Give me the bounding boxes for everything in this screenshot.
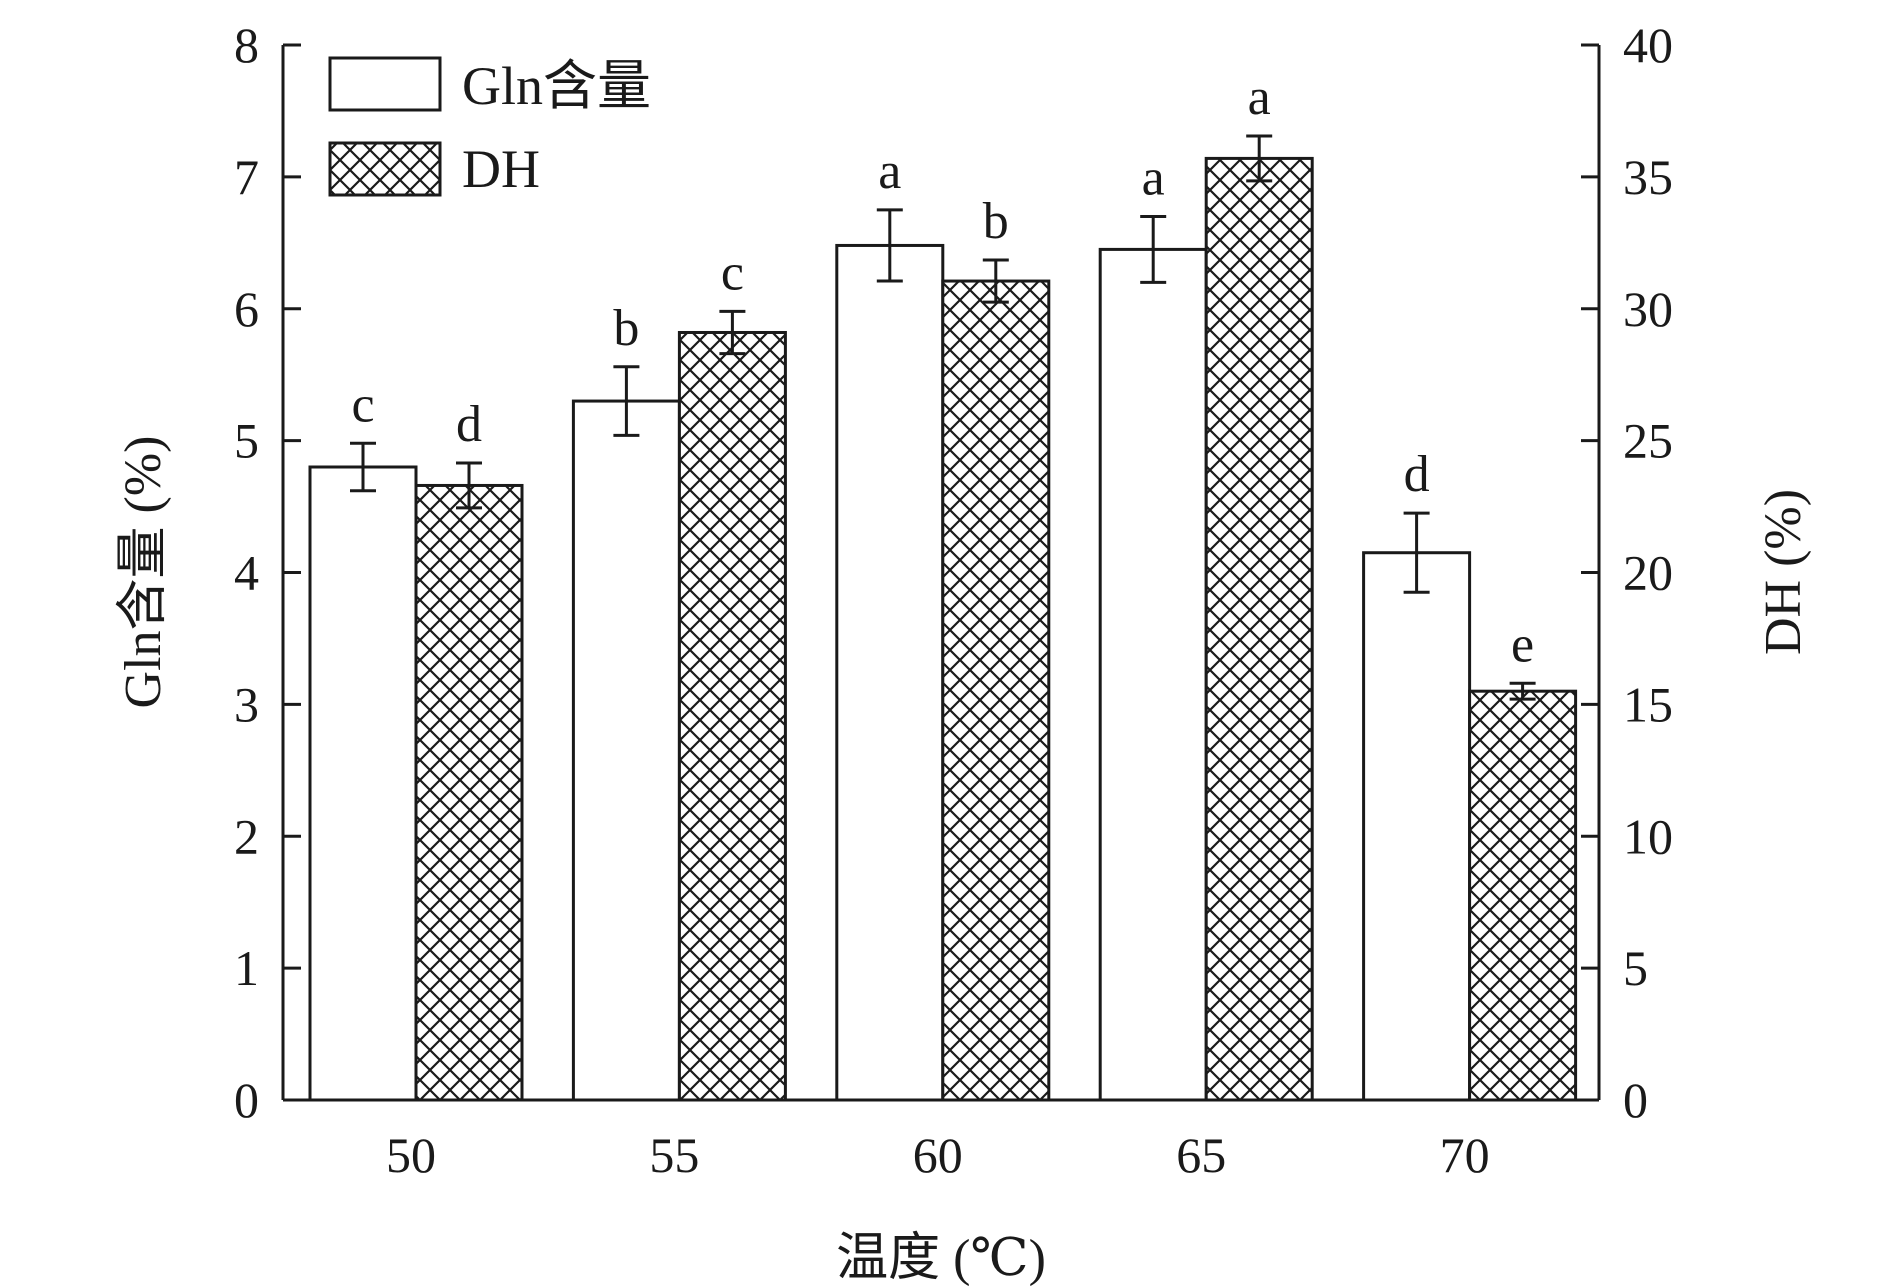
left-y-axis-title: Gln含量 (%) [115, 436, 172, 709]
error-bar-gln [1140, 214, 1167, 284]
left-y-tick-label: 2 [234, 808, 259, 864]
error-bar-dh [719, 309, 746, 356]
error-bar-gln [876, 208, 903, 283]
right-y-tick-label: 35 [1623, 149, 1673, 205]
bar-gln [571, 399, 681, 1102]
right-y-tick-label: 25 [1623, 413, 1673, 469]
legend-swatch-gln [328, 56, 442, 112]
legend-label-gln: Gln含量 [462, 56, 651, 116]
significance-label-dh: a [1248, 69, 1271, 126]
bar-gln [308, 465, 418, 1102]
right-y-tick-label: 30 [1623, 281, 1673, 337]
bar-dh [1204, 156, 1314, 1102]
left-y-tick-label: 4 [234, 545, 259, 601]
bar-dh [941, 279, 1051, 1102]
bar-dh [1468, 689, 1578, 1102]
error-bar-dh [1246, 134, 1273, 183]
bar-gln [1362, 551, 1472, 1102]
error-bar-gln [350, 441, 376, 493]
plot-area: c b a a d d c b a e [308, 69, 1578, 1102]
error-bar-gln [1403, 511, 1430, 594]
right-y-tick-label: 5 [1623, 940, 1648, 996]
right-y-tick-label: 20 [1623, 545, 1673, 601]
left-y-ticks: 0 1 2 3 4 5 6 7 8 [234, 17, 301, 1128]
x-tick-label: 65 [1176, 1127, 1226, 1183]
significance-label-gln: a [878, 143, 901, 200]
significance-label-gln: d [1404, 446, 1430, 503]
left-y-tick-label: 8 [234, 17, 259, 73]
bar-gln [1098, 247, 1208, 1102]
left-y-tick-label: 0 [234, 1072, 259, 1128]
significance-label-gln: c [351, 376, 374, 433]
x-tick-label: 55 [649, 1127, 699, 1183]
bar-dh [414, 483, 524, 1102]
bar-gln [835, 243, 945, 1102]
significance-label-gln: a [1142, 149, 1165, 206]
error-bar-dh [456, 461, 482, 510]
right-y-ticks: 0 5 10 15 20 25 30 35 40 [1581, 17, 1673, 1128]
significance-label-dh: b [983, 193, 1009, 250]
right-y-tick-label: 0 [1623, 1072, 1648, 1128]
left-y-tick-label: 7 [234, 149, 259, 205]
x-axis-title: 温度 (℃) [836, 1230, 1046, 1287]
legend-label-dh: DH [462, 139, 540, 199]
left-y-tick-label: 3 [234, 676, 259, 732]
bar-dh [677, 330, 787, 1102]
legend: Gln含量 DH [328, 56, 651, 199]
left-y-tick-label: 6 [234, 281, 259, 337]
left-y-tick-label: 5 [234, 413, 259, 469]
x-tick-label: 50 [386, 1127, 436, 1183]
right-y-tick-label: 15 [1623, 676, 1673, 732]
error-bar-dh [982, 258, 1009, 304]
right-y-tick-label: 10 [1623, 808, 1673, 864]
error-bar-dh [1509, 681, 1536, 701]
significance-label-dh: d [456, 396, 482, 453]
significance-label-gln: b [613, 300, 639, 357]
error-bar-gln [613, 365, 640, 437]
right-y-axis-title: DH (%) [1755, 489, 1812, 655]
x-tick-label: 70 [1440, 1127, 1490, 1183]
legend-swatch-dh [328, 141, 442, 197]
right-y-tick-label: 40 [1623, 17, 1673, 73]
x-ticks: 50 55 60 65 70 [386, 1127, 1490, 1183]
x-tick-label: 60 [913, 1127, 963, 1183]
significance-label-dh: e [1511, 616, 1534, 673]
left-y-tick-label: 1 [234, 940, 259, 996]
significance-label-dh: c [721, 244, 744, 301]
